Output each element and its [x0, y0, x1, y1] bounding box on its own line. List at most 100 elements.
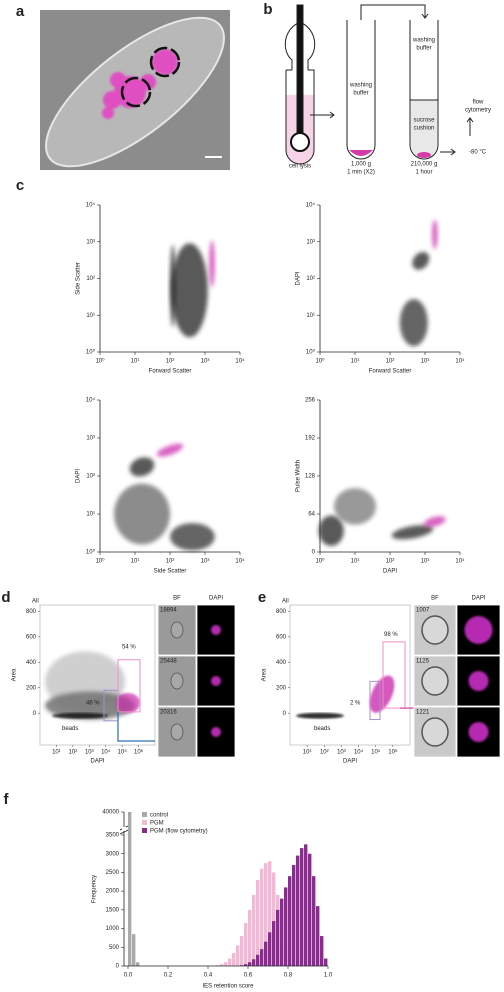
y-tick-label: 2500: [106, 870, 120, 876]
legend-label: PGM: [150, 821, 164, 827]
x-tick-label: 10³: [337, 750, 346, 756]
legend-swatch: [142, 828, 147, 833]
x-tick-label: 10⁴: [354, 749, 364, 756]
histogram-bar: [256, 879, 260, 966]
x-tick-label: 10³: [421, 559, 430, 565]
percent-label: 2 %: [350, 701, 361, 707]
y-tick-label: 10⁰: [86, 349, 96, 356]
step-label: cushion: [414, 126, 435, 132]
histogram-bar: [264, 863, 268, 966]
point-cloud: [156, 443, 184, 457]
axis: [319, 205, 460, 353]
x-tick-label: 10²: [166, 359, 175, 365]
x-tick-label: 10²: [166, 559, 175, 565]
x-tick-label: 10⁴: [235, 358, 245, 365]
cell: [170, 723, 184, 741]
x-tick-label: 10⁴: [101, 749, 111, 756]
step-label: 1 hour: [415, 170, 432, 176]
y-tick-label: 10¹: [86, 313, 95, 319]
x-axis-label: Forward Scatter: [369, 369, 412, 375]
histogram-bar: [244, 964, 248, 966]
histogram-bar: [316, 906, 320, 966]
y-tick-label: 800: [276, 609, 287, 615]
x-tick-label: 1.0: [324, 973, 333, 979]
histogram-bar: [288, 876, 292, 966]
histogram-bar: [272, 921, 276, 966]
x-tick-label: 10³: [85, 750, 94, 756]
image-id: 20316: [160, 710, 177, 716]
y-tick-label: 256: [305, 398, 316, 404]
x-axis-label: DAPI: [90, 759, 104, 765]
brightfield-image: [157, 655, 197, 707]
histogram-bar: [292, 864, 296, 966]
step-label: sucrose: [413, 118, 435, 124]
point-cloud: [170, 244, 176, 328]
y-tick-label: 40000: [102, 810, 119, 816]
histogram-bar: [128, 812, 132, 966]
y-axis-label: Pulse Width: [296, 460, 302, 492]
nucleus: [464, 616, 493, 644]
histogram-bar: [324, 958, 328, 966]
y-tick-label: 10⁴: [86, 202, 96, 209]
point-cloud: [318, 515, 344, 546]
histogram-bar: [232, 952, 236, 966]
nucleus: [211, 676, 221, 686]
gate-label: All: [282, 599, 289, 605]
point-cloud: [170, 523, 215, 551]
histogram-bar: [304, 844, 308, 966]
y-tick-label: 600: [26, 634, 37, 640]
histogram-bar: [224, 962, 228, 966]
y-axis-label: Frequency: [92, 875, 98, 903]
nucleus: [211, 625, 221, 635]
histogram-bar: [244, 922, 248, 966]
step-label: -80 °C: [469, 150, 487, 156]
y-tick-label: 1500: [106, 907, 120, 913]
histogram-bar: [268, 861, 272, 966]
histogram-bar: [320, 936, 324, 966]
plot-frame: [39, 604, 156, 746]
histogram-bar: [280, 898, 284, 966]
y-axis-label: Side Scatter: [76, 262, 82, 295]
y-tick-label: 1000: [106, 926, 120, 932]
image-id: 1007: [416, 608, 430, 614]
panel-label: e: [258, 589, 266, 606]
cell: [170, 672, 184, 690]
step-label: 1,000 g: [351, 162, 371, 168]
point-cloud: [116, 693, 140, 713]
x-tick-label: 10⁰: [315, 558, 325, 565]
imaging-plot: [38, 604, 156, 747]
histogram-bar: [248, 962, 252, 966]
x-tick-label: 10¹: [351, 559, 360, 565]
histogram-bar: [312, 876, 316, 966]
y-tick-label: 400: [26, 660, 37, 666]
gate-link: [117, 711, 155, 742]
y-tick-label: 200: [276, 685, 287, 691]
x-tick-label: 10⁶: [134, 749, 144, 756]
histogram-bar: [300, 848, 304, 966]
histogram-bar: [296, 855, 300, 966]
panel-label: d: [1, 589, 10, 606]
x-axis-label: Side Scatter: [154, 569, 187, 575]
x-tick-label: 10¹: [131, 559, 140, 565]
image-id: 1221: [416, 710, 430, 716]
gate: [117, 659, 141, 713]
point-cloud: [423, 516, 446, 527]
y-tick-label: 500: [109, 945, 120, 951]
beads-label: beads: [62, 726, 78, 732]
x-tick-label: 10¹: [351, 359, 360, 365]
point-cloud: [399, 299, 428, 347]
step-label: 210,000 g: [411, 162, 438, 168]
image-id: 1125: [416, 659, 430, 665]
histogram-bar: [268, 932, 272, 966]
y-tick-label: 10⁰: [306, 349, 316, 356]
x-tick-label: 10²: [69, 750, 78, 756]
scatter-plot: [97, 399, 241, 555]
gate: [369, 680, 381, 721]
y-tick-label: 400: [276, 660, 287, 666]
x-tick-label: 10⁴: [455, 358, 465, 365]
point-cloud: [114, 483, 170, 545]
cell: [421, 615, 449, 645]
point-cloud: [296, 712, 344, 719]
y-tick-label: 10³: [86, 239, 95, 245]
y-tick-label: 10²: [86, 276, 95, 282]
